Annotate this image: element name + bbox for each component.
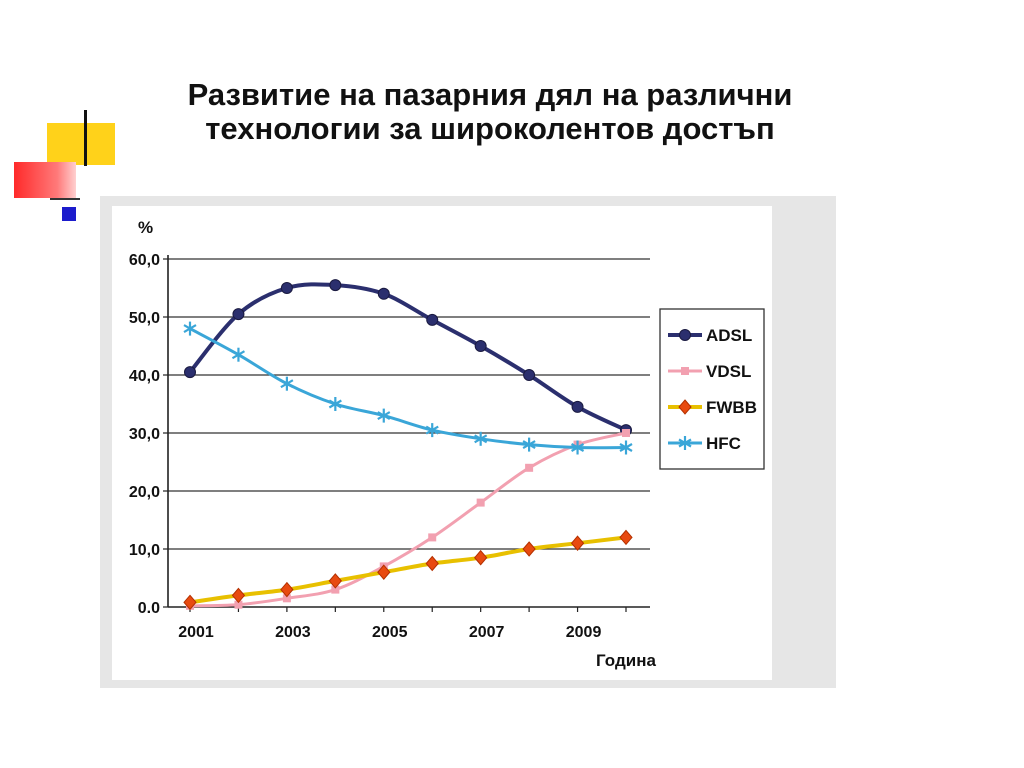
legend-entry-adsl: ADSL — [668, 326, 752, 345]
legend-label-fwbb: FWBB — [706, 398, 757, 417]
slide-title-line-1: Развитие на пазарния дял на различни — [187, 77, 793, 112]
legend-label-vdsl: VDSL — [706, 362, 751, 381]
x-axis-label: Година — [596, 651, 656, 670]
point-hfc-2002 — [231, 347, 245, 362]
point-adsl-2003 — [280, 282, 293, 294]
point-hfc-2007 — [474, 431, 488, 446]
point-vdsl-2007 — [476, 498, 485, 507]
point-fwbb-2009 — [570, 535, 585, 551]
y-tick-label-0: 0.0 — [138, 600, 160, 617]
y-tick-label-3: 30,0 — [129, 426, 160, 443]
y-tick-label-4: 40,0 — [129, 368, 160, 385]
point-adsl-2009 — [571, 400, 584, 413]
point-hfc-2006 — [425, 423, 439, 438]
point-fwbb-2005 — [377, 564, 391, 580]
point-hfc-2003 — [280, 376, 294, 391]
decor-horizontal-line — [50, 198, 80, 200]
point-vdsl-2004 — [331, 585, 340, 594]
legend-entry-hfc: HFC — [668, 434, 741, 453]
point-vdsl-2008 — [525, 463, 534, 472]
point-hfc-2004 — [328, 397, 342, 411]
legend-marker-adsl — [679, 329, 691, 341]
y-tick-label-2: 20,0 — [129, 484, 160, 501]
legend-label-hfc: HFC — [706, 434, 741, 453]
point-adsl-2006 — [426, 313, 439, 326]
point-fwbb-2010 — [619, 529, 633, 546]
point-hfc-2001 — [183, 321, 197, 336]
chart-axes: 0.0 10,0 20,0 30,0 40,0 50,0 60,0 2001 2003 2005 2… — [129, 252, 650, 641]
point-fwbb-2004 — [328, 573, 342, 589]
decor-vertical-line — [84, 110, 87, 166]
x-tick-label-2005: 2005 — [372, 624, 408, 641]
point-adsl-2002 — [232, 308, 245, 321]
x-tick-label-2007: 2007 — [469, 624, 505, 641]
series-line-vdsl — [188, 431, 628, 608]
series-hfc — [183, 321, 633, 455]
point-hfc-2009 — [571, 440, 585, 455]
legend-marker-hfc — [678, 436, 692, 450]
point-fwbb-2007 — [474, 549, 488, 566]
x-tick-label-2001: 2001 — [178, 624, 214, 641]
point-hfc-2005 — [377, 408, 391, 423]
series-line-hfc — [188, 327, 628, 450]
point-vdsl-2003 — [282, 594, 291, 603]
point-adsl-2004 — [329, 279, 342, 292]
slide-title-line-2: технологии за широколентов достъп — [205, 111, 775, 146]
legend-entry-vdsl: VDSL — [668, 362, 751, 381]
decor-blue-square — [62, 207, 76, 221]
x-tick-label-2009: 2009 — [566, 624, 602, 641]
chart-legend: ADSL VDSL FWBB HFC — [659, 308, 765, 470]
legend-label-adsl: ADSL — [706, 326, 752, 345]
chart-series — [183, 279, 633, 611]
point-adsl-2007 — [474, 340, 487, 352]
y-tick-label-1: 10,0 — [129, 542, 160, 559]
y-tick-label-5: 50,0 — [129, 310, 160, 327]
series-line-adsl — [188, 282, 628, 433]
decor-red-square — [14, 162, 76, 198]
point-vdsl-2010 — [622, 429, 630, 437]
x-tick-label-2003: 2003 — [275, 624, 311, 641]
y-axis-label: % — [138, 218, 153, 237]
point-fwbb-2006 — [425, 555, 439, 572]
point-hfc-2008 — [522, 437, 536, 452]
point-adsl-2008 — [523, 369, 536, 381]
decor-yellow-square — [47, 123, 115, 165]
point-fwbb-2008 — [522, 541, 536, 557]
point-fwbb-2002 — [231, 587, 246, 604]
point-adsl-2005 — [377, 287, 390, 300]
point-adsl-2001 — [184, 366, 196, 379]
legend-entry-fwbb: FWBB — [668, 398, 757, 417]
series-line-fwbb — [188, 535, 628, 605]
point-vdsl-2002 — [234, 600, 243, 609]
legend-marker-fwbb — [678, 399, 692, 415]
series-fwbb — [183, 529, 633, 611]
point-vdsl-2006 — [428, 533, 437, 542]
legend-marker-vdsl — [681, 367, 689, 375]
slide-title: Развитие на пазарния дял на различни тех… — [110, 78, 870, 146]
point-hfc-2010 — [619, 440, 633, 455]
point-fwbb-2003 — [280, 581, 294, 598]
point-fwbb-2001 — [183, 594, 197, 611]
y-tick-label-6: 60,0 — [129, 252, 160, 269]
chart-grid — [168, 258, 650, 550]
